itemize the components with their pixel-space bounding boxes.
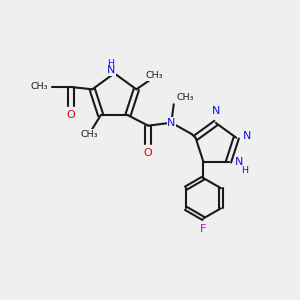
Text: N: N bbox=[212, 106, 220, 116]
Text: CH₃: CH₃ bbox=[176, 93, 194, 102]
Text: N: N bbox=[106, 65, 115, 75]
Text: CH₃: CH₃ bbox=[146, 71, 163, 80]
Text: F: F bbox=[200, 224, 206, 234]
Text: N: N bbox=[167, 118, 176, 128]
Text: N: N bbox=[243, 131, 251, 141]
Text: H: H bbox=[107, 59, 114, 68]
Text: CH₃: CH₃ bbox=[81, 130, 98, 139]
Text: N: N bbox=[235, 157, 243, 167]
Text: H: H bbox=[241, 166, 248, 175]
Text: O: O bbox=[67, 110, 75, 120]
Text: O: O bbox=[144, 148, 152, 158]
Text: CH₃: CH₃ bbox=[31, 82, 48, 91]
